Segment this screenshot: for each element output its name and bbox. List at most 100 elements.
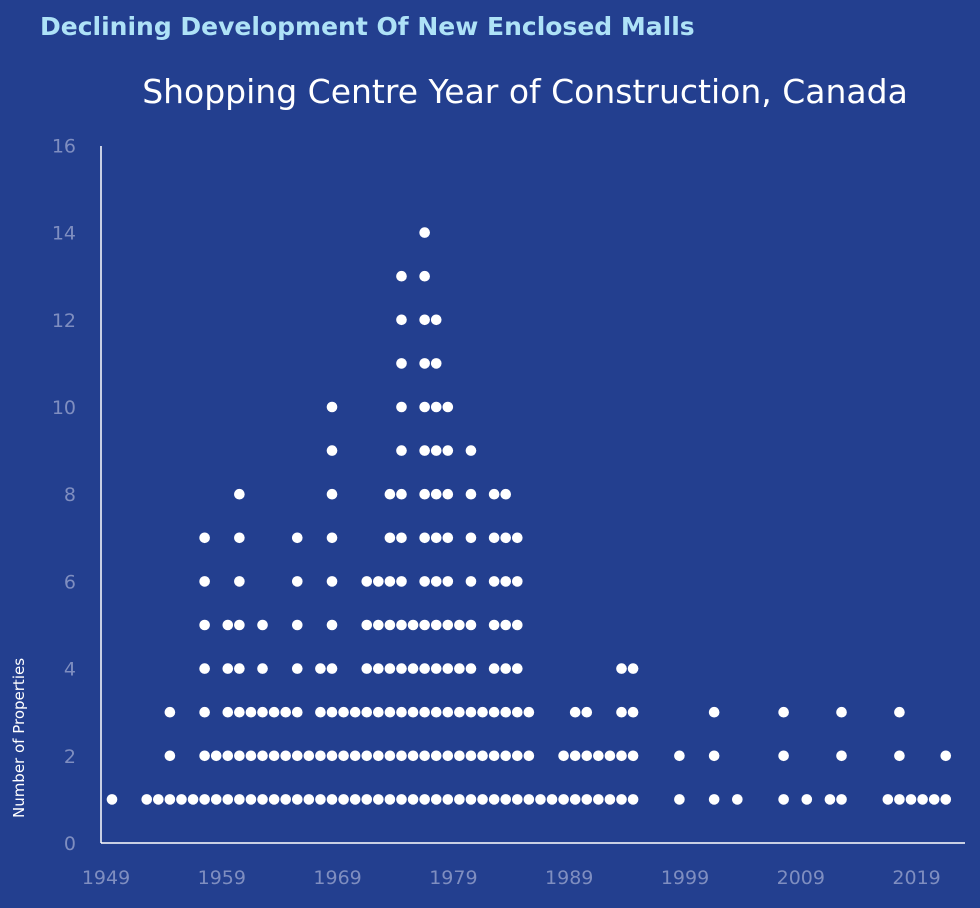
dot-point — [326, 488, 338, 500]
dot-point — [199, 576, 210, 587]
dot-point — [836, 794, 847, 805]
dot-point — [500, 532, 512, 544]
dot-point — [303, 750, 315, 762]
dot-point — [349, 750, 361, 762]
dot-point — [326, 532, 338, 544]
dot-point — [430, 532, 442, 544]
dot-point — [512, 532, 523, 544]
dot-point — [326, 706, 338, 718]
dot-point — [257, 794, 268, 805]
dot-point — [326, 750, 338, 762]
dot-point — [199, 706, 210, 718]
dot-point — [257, 663, 268, 674]
dot-point — [616, 750, 627, 762]
dot-point — [349, 706, 361, 718]
dot-point — [430, 663, 442, 674]
dot-point — [419, 576, 430, 587]
dot-point — [430, 706, 442, 718]
dot-point — [384, 663, 396, 674]
dot-point — [465, 663, 477, 674]
dot-point — [442, 576, 454, 587]
dot-point — [593, 750, 604, 762]
x-tick-label: 1959 — [198, 867, 246, 889]
dot-point — [488, 532, 500, 544]
dot-point — [234, 750, 245, 762]
dot-point — [616, 794, 627, 805]
dot-point — [199, 750, 210, 762]
dot-point — [616, 706, 627, 718]
dot-point — [199, 794, 210, 805]
dot-point — [349, 794, 361, 805]
y-tick-label: 8 — [64, 484, 76, 506]
dot-point — [210, 794, 222, 805]
x-tick-label: 1999 — [661, 867, 709, 889]
dot-point — [245, 706, 257, 718]
dot-point — [454, 750, 465, 762]
y-axis-label: Number of Properties — [10, 658, 28, 818]
dot-point — [569, 794, 581, 805]
dot-point — [430, 401, 442, 413]
dot-point — [234, 532, 245, 544]
dot-point — [373, 750, 384, 762]
dot-point — [500, 706, 512, 718]
dot-point — [928, 794, 940, 805]
dot-point — [384, 488, 396, 500]
dot-point — [627, 750, 639, 762]
dot-point — [419, 227, 430, 238]
dot-point — [488, 619, 500, 631]
dot-point — [905, 794, 917, 805]
y-tick-label: 0 — [64, 833, 76, 855]
dot-point — [419, 750, 430, 762]
dot-point — [361, 794, 373, 805]
dot-point — [361, 576, 373, 587]
dot-point — [384, 794, 396, 805]
dot-point — [708, 750, 720, 762]
dot-point — [454, 663, 465, 674]
dot-point — [338, 794, 349, 805]
dot-point — [940, 794, 952, 805]
dot-point — [593, 794, 604, 805]
dot-point — [477, 706, 488, 718]
dot-point — [407, 750, 419, 762]
dot-point — [430, 445, 442, 456]
dot-point — [199, 532, 210, 544]
dot-point — [488, 794, 500, 805]
dot-point — [488, 488, 500, 500]
dot-point — [396, 619, 407, 631]
dot-point — [396, 663, 407, 674]
dot-point — [442, 445, 454, 456]
dot-point — [419, 706, 430, 718]
dot-point — [373, 663, 384, 674]
dot-point — [315, 750, 326, 762]
dot-point — [396, 750, 407, 762]
dot-point — [210, 750, 222, 762]
dot-point — [442, 794, 454, 805]
dot-point — [326, 576, 338, 587]
dot-point — [245, 750, 257, 762]
dot-point — [164, 794, 176, 805]
dot-point — [222, 750, 234, 762]
y-tick-label: 6 — [64, 571, 76, 593]
dot-point — [732, 794, 743, 805]
dot-point — [338, 750, 349, 762]
dot-point — [268, 794, 280, 805]
x-tick-label: 1949 — [82, 867, 130, 889]
dot-point — [488, 576, 500, 587]
dot-point — [465, 619, 477, 631]
dot-point — [396, 445, 407, 456]
dot-point — [407, 706, 419, 718]
dot-point — [477, 750, 488, 762]
dot-point — [291, 663, 303, 674]
dot-point — [257, 750, 268, 762]
dot-point — [419, 488, 430, 500]
dot-point — [430, 794, 442, 805]
dot-point — [674, 750, 685, 762]
dot-point — [442, 750, 454, 762]
dot-point — [558, 794, 569, 805]
dot-point — [280, 750, 292, 762]
dot-point — [430, 576, 442, 587]
dot-point — [268, 750, 280, 762]
dot-point — [627, 663, 639, 674]
dot-point — [419, 794, 430, 805]
dot-point — [581, 794, 593, 805]
